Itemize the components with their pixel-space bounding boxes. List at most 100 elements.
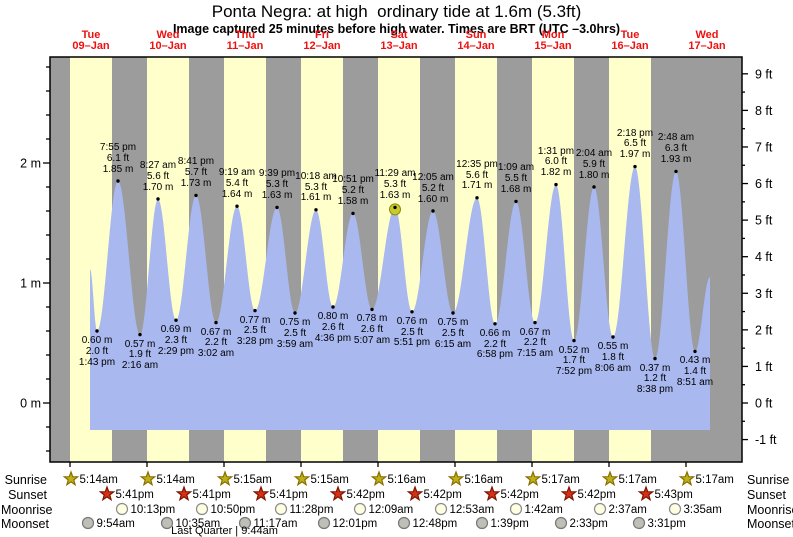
high-tide-time: 12:35 pm bbox=[456, 158, 498, 170]
sunrise-time: 5:17am bbox=[619, 474, 657, 486]
low-tide-annotation: 0.60 m 2.0 ft 1:43 pm bbox=[65, 335, 129, 368]
sunrise-time: 5:17am bbox=[542, 474, 580, 486]
day-name: Fri bbox=[314, 29, 330, 41]
tide-extreme-dot bbox=[572, 338, 576, 343]
high-tide-m: 1.93 m bbox=[660, 153, 692, 165]
low-tide-m: 0.67 m bbox=[519, 326, 551, 338]
right-axis-label: 8 ft bbox=[755, 104, 773, 118]
low-tide-ft: 2.6 ft bbox=[321, 321, 345, 333]
sunset-star-icon bbox=[175, 485, 193, 502]
low-tide-ft: 1.7 ft bbox=[562, 355, 586, 367]
moonset-moon-icon bbox=[397, 516, 411, 530]
sunset-star-icon bbox=[98, 485, 116, 502]
moonset-moon-icon bbox=[554, 516, 568, 530]
moonset-time: 12:48pm bbox=[413, 518, 458, 530]
right-axis-label: 7 ft bbox=[755, 140, 773, 154]
high-tide-m: 1.61 m bbox=[300, 192, 332, 204]
tide-extreme-dot bbox=[693, 349, 697, 354]
sunrise-time: 5:17am bbox=[696, 474, 734, 486]
low-tide-time: 5:51 pm bbox=[393, 337, 431, 349]
day-label: Mon 15–Jan bbox=[523, 30, 583, 52]
low-tide-time: 8:51 am bbox=[676, 376, 714, 388]
high-tide-time: 8:41 pm bbox=[177, 156, 215, 168]
left-axis-label: 1 m bbox=[20, 277, 41, 291]
sunset-time: 5:42pm bbox=[501, 489, 539, 501]
low-tide-annotation: 0.69 m 2.3 ft 2:29 pm bbox=[144, 324, 208, 357]
tide-extreme-dot bbox=[314, 208, 318, 212]
high-tide-ft: 6.3 ft bbox=[664, 143, 688, 155]
day-label: Tue 16–Jan bbox=[600, 30, 660, 52]
low-tide-time: 1:43 pm bbox=[78, 356, 116, 368]
moonset-moon-icon bbox=[317, 516, 331, 530]
astro-row-label-left: Moonrise bbox=[1, 503, 53, 517]
high-tide-time: 2:48 am bbox=[657, 132, 695, 144]
astro-row-label-right: Sunset bbox=[747, 488, 786, 502]
high-tide-annotation: 1:31 pm 6.0 ft 1.82 m bbox=[524, 145, 588, 179]
right-axis-label: 9 ft bbox=[755, 67, 773, 81]
high-tide-time: 2:18 pm bbox=[616, 127, 654, 139]
tide-extreme-dot bbox=[592, 185, 596, 189]
moonrise-time: 12:53am bbox=[450, 504, 495, 516]
high-tide-annotation: 11:29 am 5.3 ft 1.63 m bbox=[363, 169, 427, 201]
high-tide-ft: 5.7 ft bbox=[184, 167, 208, 179]
sunset-time: 5:41pm bbox=[116, 489, 154, 501]
moonrise-moon-icon bbox=[353, 502, 367, 516]
low-tide-time: 6:15 am bbox=[434, 338, 472, 350]
low-tide-time: 8:38 pm bbox=[636, 384, 674, 396]
high-tide-m: 1.70 m bbox=[142, 181, 174, 193]
high-tide-m: 1.73 m bbox=[180, 177, 212, 189]
high-tide-time: 7:55 pm bbox=[99, 142, 137, 153]
sunrise-time: 5:16am bbox=[465, 474, 503, 486]
high-tide-annotation: 9:19 am 5.4 ft 1.64 m bbox=[205, 167, 269, 200]
high-tide-time: 1:31 pm bbox=[537, 145, 575, 157]
low-tide-annotation: 0.67 m 2.2 ft 3:02 am bbox=[184, 327, 248, 360]
low-tide-ft: 2.5 ft bbox=[400, 326, 424, 338]
tide-extreme-dot bbox=[493, 322, 497, 326]
day-label: Sat 13–Jan bbox=[369, 30, 429, 52]
sunset-time: 5:43pm bbox=[655, 489, 693, 501]
tide-extreme-dot bbox=[393, 205, 397, 210]
low-tide-annotation: 0.76 m 2.5 ft 5:51 pm bbox=[380, 316, 444, 349]
low-tide-ft: 2.0 ft bbox=[85, 345, 109, 357]
high-tide-annotation: 8:27 am 5.6 ft 1.70 m bbox=[126, 160, 190, 193]
right-axis-label: 0 ft bbox=[755, 397, 773, 411]
right-axis-label: 5 ft bbox=[755, 214, 773, 228]
high-tide-ft: 6.1 ft bbox=[106, 152, 130, 164]
high-tide-ft: 5.6 ft bbox=[146, 170, 170, 182]
right-axis-label: 4 ft bbox=[755, 250, 773, 264]
low-tide-m: 0.57 m bbox=[124, 338, 156, 350]
low-tide-time: 5:07 am bbox=[353, 334, 391, 346]
tide-extreme-dot bbox=[293, 311, 297, 315]
moonrise-time: 12:09am bbox=[369, 504, 414, 516]
high-tide-ft: 5.9 ft bbox=[582, 158, 606, 170]
low-tide-m: 0.60 m bbox=[81, 335, 113, 346]
low-tide-time: 4:36 pm bbox=[314, 332, 352, 344]
day-label: Sun 14–Jan bbox=[446, 30, 506, 52]
low-tide-annotation: 0.66 m 2.2 ft 6:58 pm bbox=[463, 327, 527, 361]
high-tide-annotation: 8:41 pm 5.7 ft 1.73 m bbox=[164, 157, 228, 189]
low-tide-m: 0.75 m bbox=[279, 317, 311, 328]
tide-extreme-dot bbox=[533, 320, 537, 325]
high-tide-annotation: 10:51 pm 5.2 ft 1.58 m bbox=[321, 175, 385, 207]
tide-extreme-dot bbox=[253, 308, 257, 313]
tide-extreme-dot bbox=[674, 169, 678, 174]
sunset-star-icon bbox=[329, 485, 347, 502]
astro-row-label-right: Sunrise bbox=[747, 473, 790, 487]
sunrise-time: 5:16am bbox=[388, 474, 426, 486]
moonrise-moon-icon bbox=[434, 502, 448, 516]
sunrise-star-icon bbox=[678, 470, 696, 487]
moonrise-time: 11:28pm bbox=[290, 504, 334, 516]
high-tide-ft: 6.5 ft bbox=[623, 138, 647, 150]
tide-extreme-dot bbox=[410, 310, 414, 314]
right-axis-label: 6 ft bbox=[755, 177, 773, 191]
astro-row-label-right: Moonset bbox=[747, 517, 793, 531]
tide-extreme-dot bbox=[653, 356, 657, 361]
day-date: 15–Jan bbox=[534, 40, 572, 52]
low-tide-ft: 2.2 ft bbox=[523, 337, 547, 349]
day-date: 12–Jan bbox=[303, 40, 341, 52]
sunset-star-icon bbox=[483, 485, 501, 502]
day-name: Sat bbox=[390, 29, 408, 41]
day-name: Tue bbox=[81, 29, 101, 41]
low-tide-m: 0.66 m bbox=[479, 327, 511, 339]
